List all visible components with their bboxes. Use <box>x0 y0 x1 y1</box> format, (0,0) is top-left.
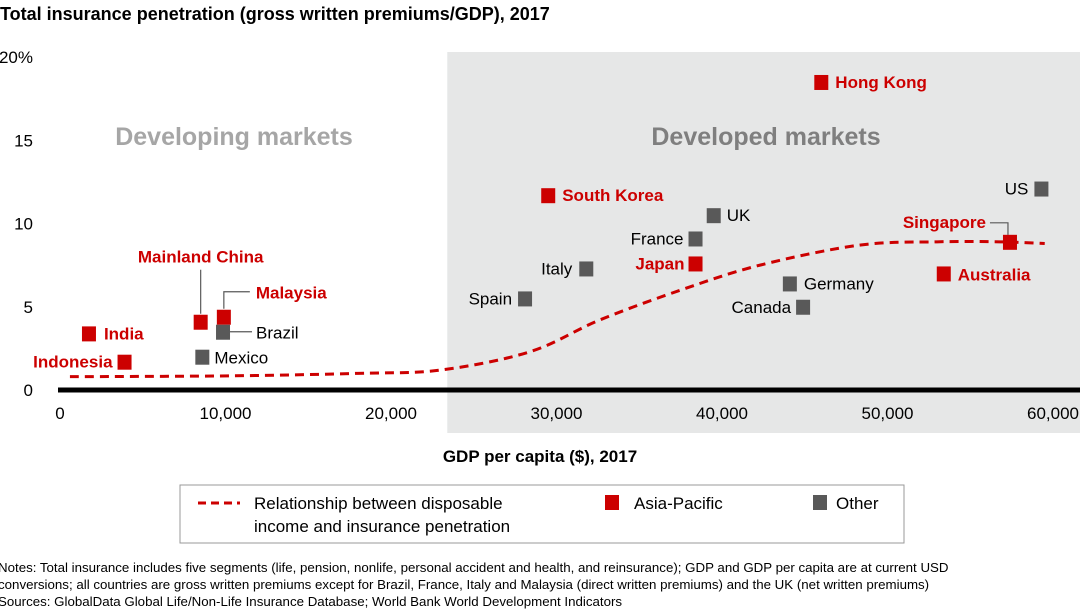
x-tick-label: 0 <box>55 404 64 423</box>
chart-title: Total insurance penetration (gross writt… <box>0 4 550 24</box>
point-mexico <box>195 349 210 365</box>
point-label-spain: Spain <box>469 289 512 308</box>
point-label-mainland-china: Mainland China <box>138 248 264 267</box>
y-tick-label: 0 <box>24 381 33 400</box>
point-label-malaysia: Malaysia <box>256 284 327 303</box>
point-label-south-korea: South Korea <box>562 186 664 205</box>
point-canada <box>796 299 811 315</box>
developed-markets-label: Developed markets <box>651 123 880 151</box>
point-australia <box>936 266 951 282</box>
point-label-canada: Canada <box>732 298 792 317</box>
y-tick-label: 15 <box>14 131 33 150</box>
point-label-hong-kong: Hong Kong <box>835 73 927 92</box>
point-label-brazil: Brazil <box>256 324 299 343</box>
trend-line <box>69 239 1045 379</box>
sources-line: Sources: GlobalData Global Life/Non-Life… <box>0 594 622 609</box>
point-brazil <box>216 324 231 340</box>
point-mainland-china <box>193 314 208 330</box>
legend: Relationship between disposable income a… <box>179 484 905 544</box>
developed-markets-shade <box>447 52 1080 433</box>
x-tick-label: 40,000 <box>696 404 748 423</box>
point-label-singapore: Singapore <box>903 213 986 232</box>
point-us <box>1034 181 1049 197</box>
x-axis-label: GDP per capita ($), 2017 <box>443 447 637 466</box>
developing-markets-label: Developing markets <box>115 123 353 151</box>
point-japan <box>688 256 703 272</box>
point-india <box>81 326 96 342</box>
point-france <box>688 231 703 247</box>
x-tick-label: 50,000 <box>862 404 914 423</box>
point-label-india: India <box>104 324 144 343</box>
x-tick-label: 30,000 <box>531 404 583 423</box>
point-hong-kong <box>814 74 829 90</box>
leader-line <box>989 222 1009 235</box>
legend-label-trend-line2: income and insurance penetration <box>254 517 510 536</box>
point-label-italy: Italy <box>541 259 573 278</box>
point-uk <box>706 208 721 224</box>
x-tick-label: 60,000 <box>1027 404 1079 423</box>
point-indonesia <box>117 354 132 370</box>
point-label-japan: Japan <box>635 254 684 273</box>
notes-line-2: conversions; all countries are gross wri… <box>0 577 929 592</box>
legend-square-icon-asia-pacific <box>605 495 619 510</box>
point-label-us: US <box>1005 180 1029 199</box>
x-tick-label: 20,000 <box>365 404 417 423</box>
y-tick-label: 5 <box>24 298 33 317</box>
point-italy <box>579 261 594 277</box>
legend-label-other: Other <box>836 494 879 513</box>
point-label-uk: UK <box>727 206 751 225</box>
legend-label-asia-pacific: Asia-Pacific <box>634 494 723 513</box>
point-label-germany: Germany <box>804 274 874 293</box>
x-tick-label: 10,000 <box>200 404 252 423</box>
point-germany <box>782 276 797 292</box>
point-label-australia: Australia <box>958 265 1031 284</box>
point-singapore <box>1002 234 1017 250</box>
point-label-france: France <box>631 229 684 248</box>
point-south-korea <box>541 188 556 204</box>
y-tick-label: 10 <box>14 215 33 234</box>
legend-label-trend-line1: Relationship between disposable <box>254 494 503 513</box>
y-tick-label: 20% <box>0 48 33 67</box>
point-label-indonesia: Indonesia <box>33 353 113 372</box>
notes-line-1: Notes: Total insurance includes five seg… <box>0 560 949 575</box>
point-spain <box>518 291 533 307</box>
leader-line <box>223 291 250 309</box>
point-label-mexico: Mexico <box>214 349 268 368</box>
point-malaysia <box>216 309 231 325</box>
legend-square-icon-other <box>813 495 827 510</box>
